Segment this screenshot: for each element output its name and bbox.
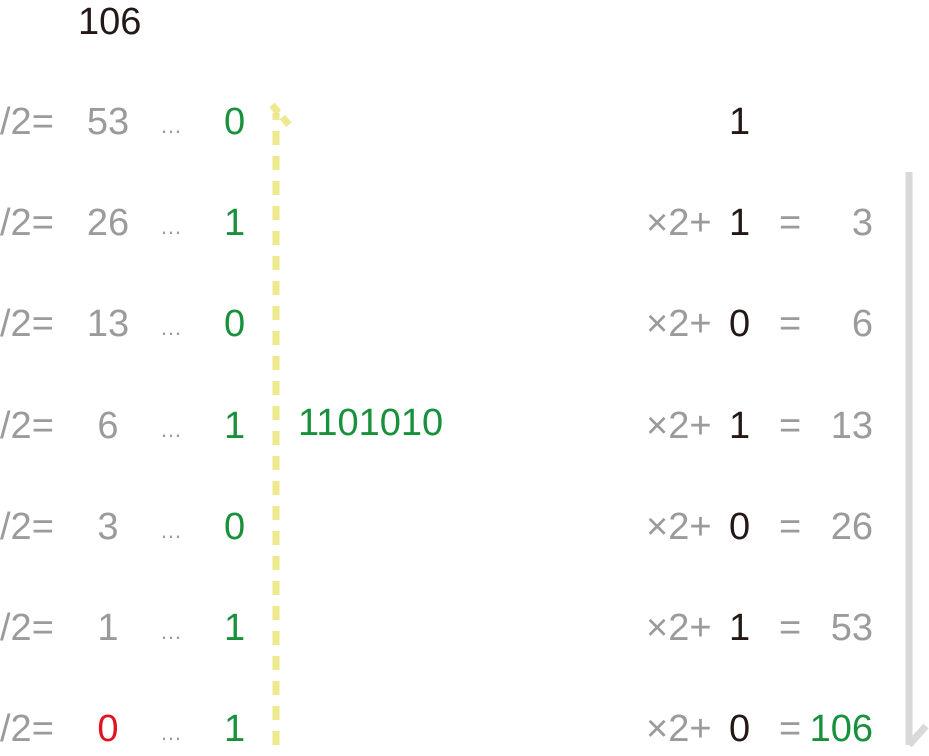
running-value: 13 bbox=[830, 405, 873, 447]
quotient: 1 bbox=[97, 607, 119, 649]
division-operator: /2= bbox=[0, 202, 54, 244]
multiply-add-operator: ×2+ bbox=[646, 202, 712, 244]
remainder-bit: 0 bbox=[224, 101, 246, 143]
upward-read-arrow bbox=[269, 102, 293, 745]
division-operator: /2= bbox=[0, 506, 54, 548]
multiply-add-operator: ×2+ bbox=[646, 506, 712, 548]
equals-sign: = bbox=[779, 202, 802, 244]
bit-added: 0 bbox=[729, 708, 751, 750]
equals-sign: = bbox=[779, 303, 802, 345]
ellipsis: … bbox=[160, 417, 182, 442]
equals-sign: = bbox=[779, 405, 802, 447]
running-value: 106 bbox=[809, 708, 873, 750]
remainder-bit: 1 bbox=[224, 607, 246, 649]
division-operator: /2= bbox=[0, 405, 54, 447]
reconstruction-start-number: 1 bbox=[729, 101, 751, 143]
division-operator: /2= bbox=[0, 607, 54, 649]
ellipsis: … bbox=[160, 113, 182, 138]
quotient: 26 bbox=[86, 202, 130, 244]
quotient: 53 bbox=[86, 101, 130, 143]
equals-sign: = bbox=[779, 607, 802, 649]
ellipsis: … bbox=[160, 214, 182, 239]
bit-added: 1 bbox=[729, 405, 751, 447]
division-start-number: 106 bbox=[78, 1, 142, 43]
division-operator: /2= bbox=[0, 101, 54, 143]
equals-sign: = bbox=[779, 506, 802, 548]
multiply-add-operator: ×2+ bbox=[646, 607, 712, 649]
ellipsis: … bbox=[160, 315, 182, 340]
ellipsis: … bbox=[160, 619, 182, 644]
bit-added: 0 bbox=[729, 506, 751, 548]
running-value: 3 bbox=[851, 202, 873, 244]
quotient: 3 bbox=[97, 506, 119, 548]
multiply-add-operator: ×2+ bbox=[646, 708, 712, 750]
downward-build-arrow bbox=[905, 172, 929, 748]
division-operator: /2= bbox=[0, 303, 54, 345]
ellipsis: … bbox=[160, 518, 182, 543]
remainder-bit: 0 bbox=[224, 303, 246, 345]
multiply-add-operator: ×2+ bbox=[646, 303, 712, 345]
remainder-bit: 1 bbox=[224, 202, 246, 244]
binary-result: 1101010 bbox=[298, 402, 444, 444]
remainder-bit: 1 bbox=[224, 708, 246, 750]
bit-added: 1 bbox=[729, 202, 751, 244]
equals-sign: = bbox=[779, 708, 802, 750]
running-value: 53 bbox=[830, 607, 873, 649]
running-value: 6 bbox=[851, 303, 873, 345]
division-operator: /2= bbox=[0, 708, 54, 750]
multiply-add-operator: ×2+ bbox=[646, 405, 712, 447]
remainder-bit: 0 bbox=[224, 506, 246, 548]
remainder-bit: 1 bbox=[224, 405, 246, 447]
running-value: 26 bbox=[830, 506, 873, 548]
ellipsis: … bbox=[160, 720, 182, 745]
quotient: 0 bbox=[97, 708, 119, 750]
quotient: 6 bbox=[97, 405, 119, 447]
quotient: 13 bbox=[86, 303, 130, 345]
bit-added: 0 bbox=[729, 303, 751, 345]
bit-added: 1 bbox=[729, 607, 751, 649]
